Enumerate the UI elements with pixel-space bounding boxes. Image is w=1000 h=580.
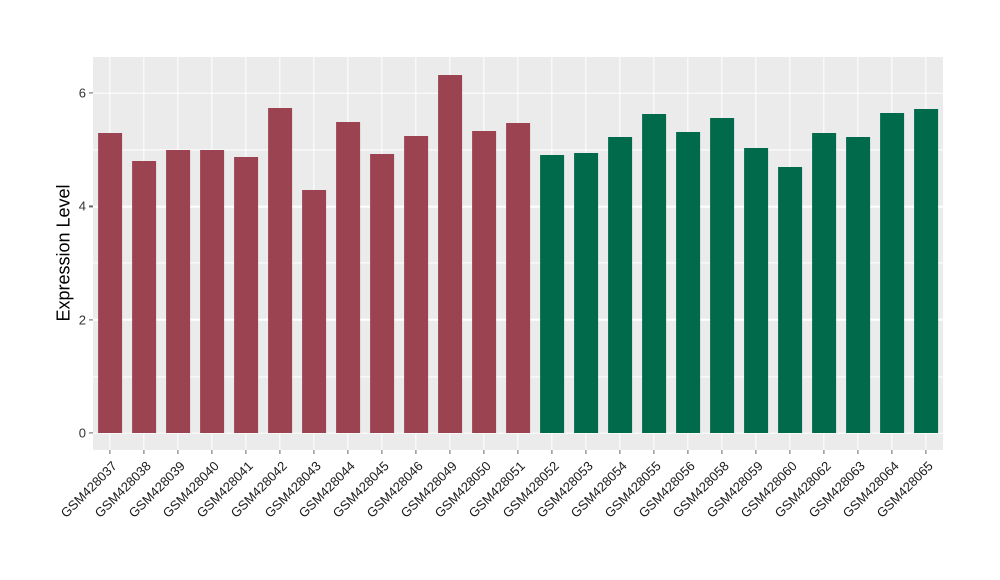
x-tick-mark: [891, 450, 893, 454]
y-tick-label: 4: [78, 198, 86, 214]
x-axis: GSM428037 GSM428038 GSM428039 GSM428040 GSM4…: [58, 450, 943, 580]
bar: [404, 136, 428, 434]
x-tick-mark: [245, 450, 247, 454]
x-tick-mark: [517, 450, 519, 454]
bar: [812, 132, 836, 434]
bar: [608, 136, 632, 434]
bar: [336, 121, 360, 434]
y-tick-label: 6: [78, 85, 86, 101]
y-tick-label: 0: [78, 425, 86, 441]
x-tick-mark: [211, 450, 213, 454]
y-tick-mark: [89, 319, 93, 321]
bar: [438, 75, 462, 434]
bar: [472, 131, 496, 434]
x-tick-mark: [687, 450, 689, 454]
bar: [846, 137, 870, 434]
bar: [676, 131, 700, 434]
bar: [234, 156, 258, 434]
x-tick-mark: [313, 450, 315, 454]
y-tick-mark: [89, 205, 93, 208]
x-tick-mark: [381, 450, 383, 454]
bar: [302, 189, 326, 434]
bar: [132, 160, 156, 434]
x-tick-mark: [755, 450, 757, 454]
x-tick-mark: [653, 450, 655, 454]
bar: [914, 109, 938, 434]
x-tick-mark: [789, 450, 791, 454]
y-axis: 0 2 4 6: [0, 57, 93, 450]
x-tick-mark: [857, 450, 859, 454]
bar: [710, 117, 734, 434]
bar: [506, 122, 530, 434]
y-tick-label: 2: [78, 312, 86, 328]
x-tick-mark: [925, 450, 927, 454]
bar: [744, 148, 768, 434]
x-tick-mark: [721, 450, 723, 454]
x-tick-mark: [177, 450, 179, 454]
x-tick-mark: [483, 450, 485, 454]
x-tick-mark: [415, 450, 417, 454]
x-tick-mark: [143, 450, 145, 454]
bar: [778, 167, 802, 434]
x-tick-mark: [551, 450, 553, 454]
x-tick-mark: [823, 450, 825, 454]
bar: [642, 113, 666, 434]
x-tick-mark: [585, 450, 587, 454]
bar: [540, 154, 564, 434]
bar: [574, 152, 598, 434]
y-tick-mark: [89, 432, 93, 434]
bar: [880, 113, 904, 434]
bar: [200, 149, 224, 434]
bar: [268, 107, 292, 434]
x-tick-mark: [347, 450, 349, 454]
bar: [98, 132, 122, 434]
y-tick-mark: [89, 92, 93, 94]
bar: [370, 153, 394, 434]
x-tick-mark: [279, 450, 281, 454]
x-tick-mark: [449, 450, 451, 454]
x-tick-mark: [619, 450, 621, 454]
bar: [166, 149, 190, 434]
x-tick-mark: [109, 450, 111, 454]
plot-panel: [93, 57, 943, 450]
